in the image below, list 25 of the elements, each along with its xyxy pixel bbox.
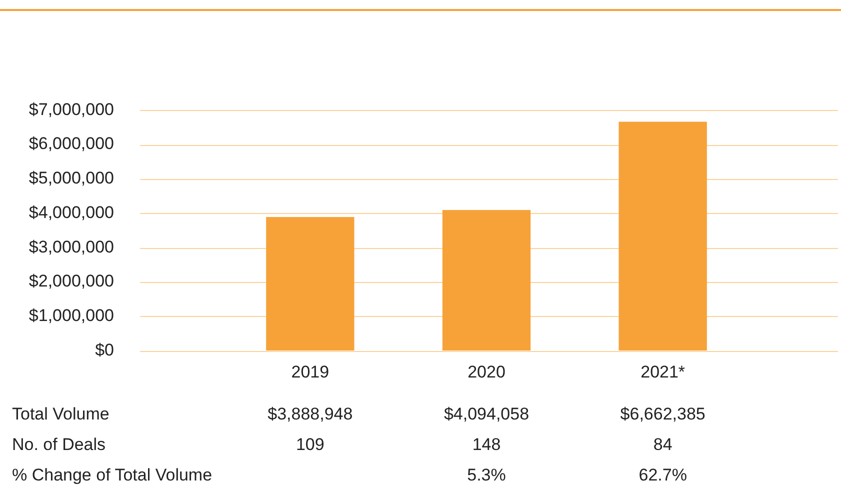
y-tick-label: $4,000,000 [28, 202, 114, 222]
text: 148 [472, 435, 501, 454]
data-label: $4,094,058 [444, 404, 530, 424]
y-tick-label: $6,000,000 [28, 134, 114, 154]
text: 84 [653, 435, 672, 454]
y-tick-label: $5,000,000 [28, 168, 114, 188]
y-tick-label: $3,000,000 [28, 237, 114, 256]
x-tick-label: 2021* [640, 362, 686, 382]
y-tick-label: $1,000,000 [28, 306, 114, 325]
text: 109 [296, 435, 324, 454]
bar [618, 122, 707, 351]
text: No. of Deals [12, 435, 106, 454]
x-tick-label: 2019 [291, 362, 330, 382]
data-label: $6,662,385 [620, 404, 706, 424]
y-tick-label: $0 [95, 340, 114, 360]
data-label: $3,888,948 [268, 404, 353, 424]
text: 62.7% [638, 466, 687, 485]
text: Total Volume [12, 404, 110, 424]
x-tick-label: 2020 [468, 362, 506, 382]
bar [442, 210, 531, 351]
bar [266, 217, 354, 351]
text: % Change of Total Volume [12, 466, 212, 485]
text: 5.3% [467, 466, 506, 485]
y-tick-label: $7,000,000 [28, 100, 114, 119]
y-tick-label: $2,000,000 [28, 272, 114, 291]
